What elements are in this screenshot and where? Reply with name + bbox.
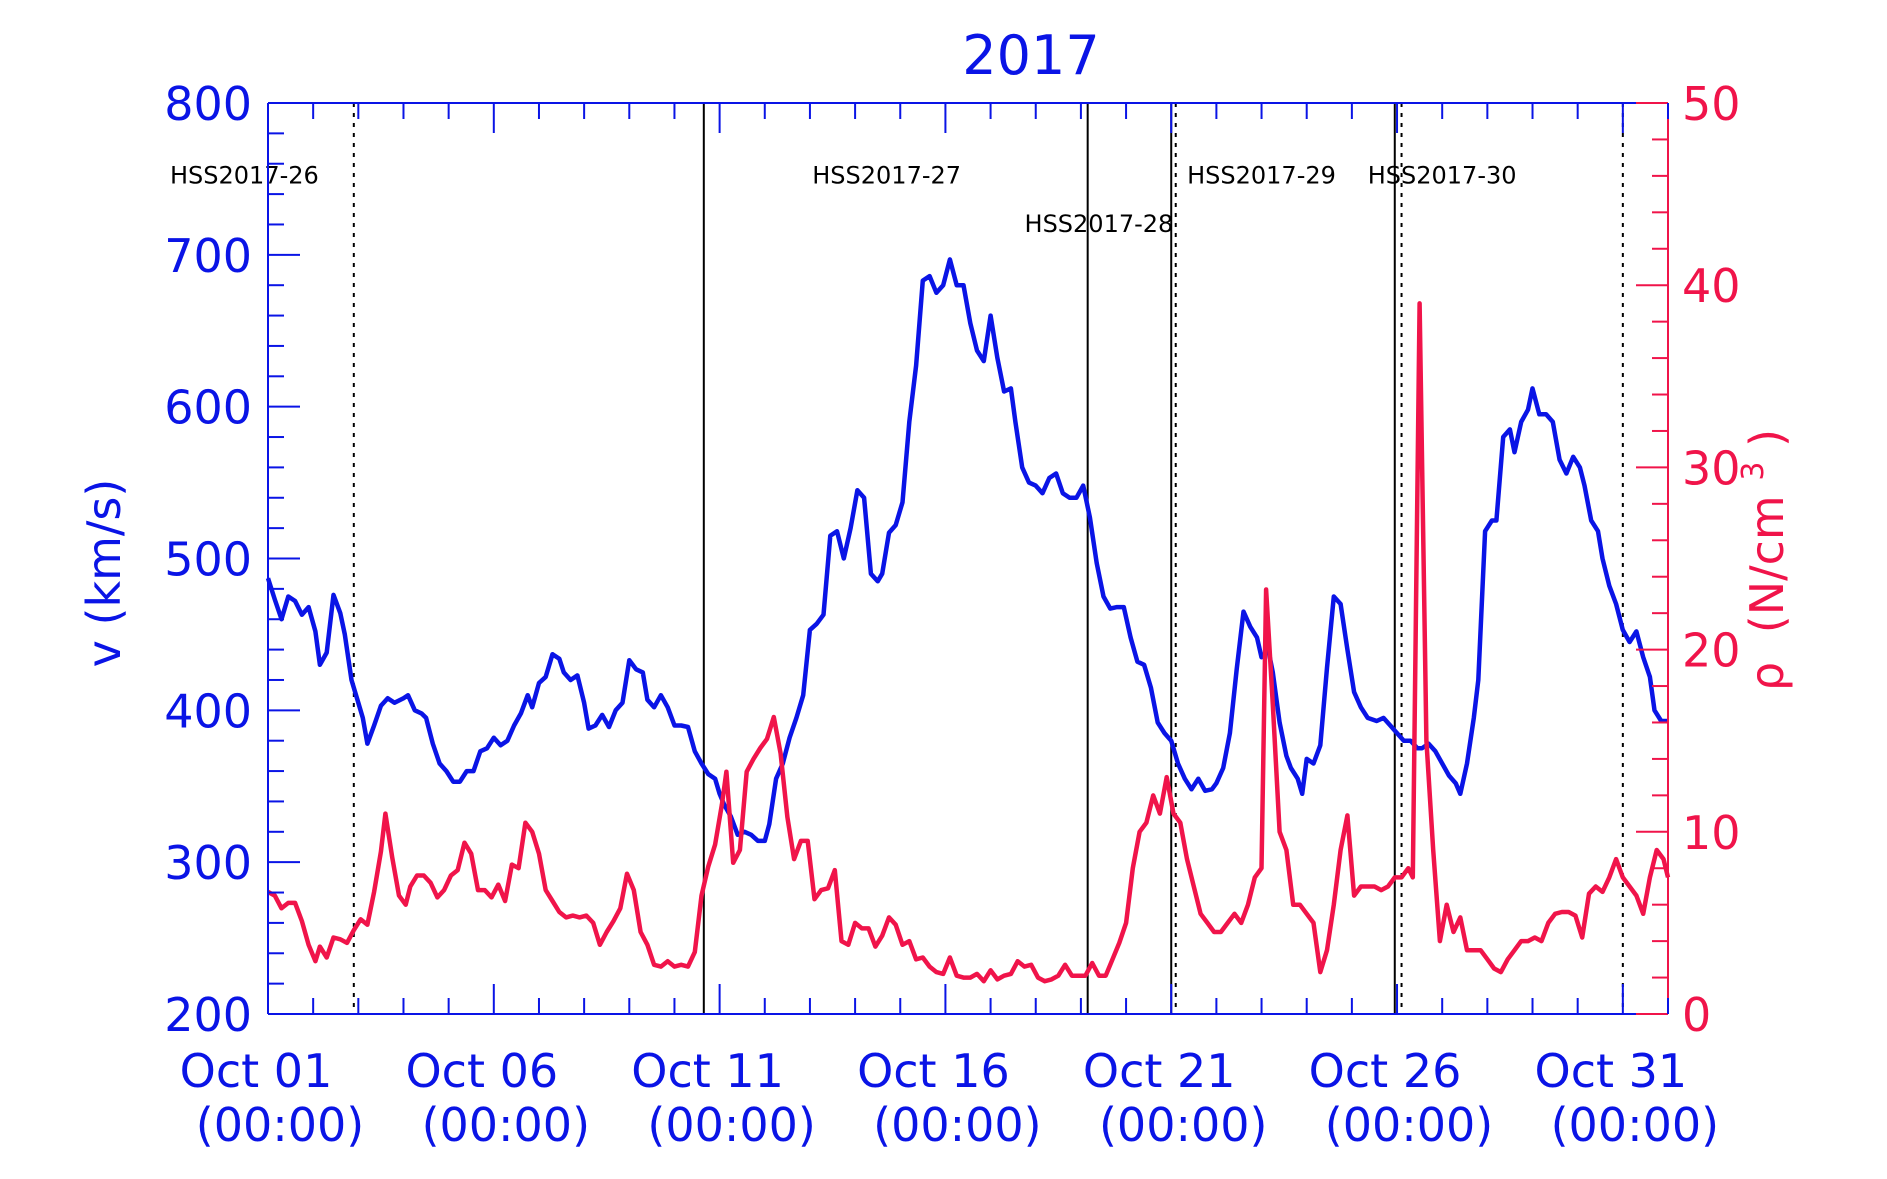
velocity-tick-label: 600	[164, 381, 252, 435]
time-tick-sublabel: (00:00)	[196, 1098, 364, 1152]
time-tick-sublabel: (00:00)	[647, 1098, 815, 1152]
time-tick-label: Oct 21	[1083, 1044, 1236, 1098]
event-label-1: HSS2017-27	[812, 161, 961, 189]
velocity-tick-label: 300	[164, 836, 252, 890]
chart-title: 2017	[962, 24, 1099, 87]
velocity-tick-label: 400	[164, 684, 252, 738]
velocity-tick-label: 200	[164, 988, 252, 1042]
density-axis-label: ρ (N/cm 3 )	[1720, 429, 1794, 691]
event-label-4: HSS2017-30	[1368, 161, 1517, 189]
event-labels: HSS2017-26 HSS2017-27 HSS2017-28 HSS2017-29…	[170, 161, 1517, 238]
velocity-axis: 200 300 400 500 600 700 800	[164, 77, 300, 1042]
velocity-tick-label: 800	[164, 77, 252, 131]
density-tick-label: 20	[1682, 624, 1741, 678]
time-tick-label: Oct 06	[405, 1044, 558, 1098]
density-axis: 0 10 20 30 40 50	[1636, 77, 1741, 1042]
velocity-series-line	[265, 257, 1668, 844]
density-symbol: ρ	[1740, 662, 1794, 691]
time-tick-label: Oct 31	[1534, 1044, 1687, 1098]
time-axis: Oct 01(00:00)Oct 06(00:00)Oct 11(00:00)O…	[180, 103, 1719, 1152]
event-label-0: HSS2017-26	[170, 161, 319, 189]
density-tick-label: 40	[1682, 259, 1741, 313]
time-tick-sublabel: (00:00)	[1325, 1098, 1493, 1152]
density-tick-label: 10	[1682, 806, 1741, 860]
density-unit: (N/cm	[1740, 495, 1794, 633]
density-unit-close: )	[1740, 429, 1794, 447]
time-tick-label: Oct 01	[180, 1044, 333, 1098]
velocity-tick-label: 500	[164, 533, 252, 587]
time-tick-label: Oct 11	[631, 1044, 784, 1098]
time-tick-sublabel: (00:00)	[1551, 1098, 1719, 1152]
velocity-tick-label: 700	[164, 229, 252, 283]
time-tick-sublabel: (00:00)	[873, 1098, 1041, 1152]
density-series-line	[266, 301, 1671, 984]
density-tick-label: 30	[1682, 441, 1741, 495]
series-layer	[265, 257, 1671, 984]
event-label-3: HSS2017-29	[1187, 161, 1336, 189]
velocity-axis-label: v (km/s)	[77, 479, 131, 668]
time-tick-sublabel: (00:00)	[1099, 1098, 1267, 1152]
density-unit-exponent: 3	[1736, 462, 1771, 481]
time-tick-label: Oct 16	[857, 1044, 1010, 1098]
plot-frame	[267, 102, 1669, 1015]
event-lines	[352, 103, 1624, 1014]
time-tick-sublabel: (00:00)	[422, 1098, 590, 1152]
event-label-2: HSS2017-28	[1025, 210, 1174, 238]
density-tick-label: 50	[1682, 77, 1741, 131]
density-tick-label: 0	[1682, 988, 1711, 1042]
time-tick-label: Oct 26	[1309, 1044, 1462, 1098]
